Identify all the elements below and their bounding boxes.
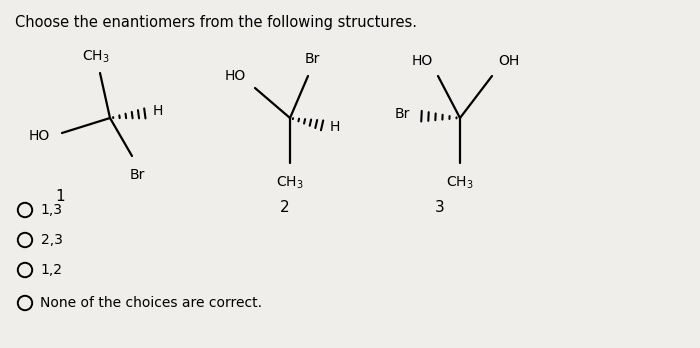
Text: 3: 3	[435, 200, 445, 215]
Text: None of the choices are correct.: None of the choices are correct.	[41, 296, 262, 310]
Text: Choose the enantiomers from the following structures.: Choose the enantiomers from the followin…	[15, 15, 417, 30]
Text: HO: HO	[412, 54, 433, 68]
Text: CH$_3$: CH$_3$	[276, 175, 304, 191]
Text: CH$_3$: CH$_3$	[446, 175, 474, 191]
Text: 1,3: 1,3	[41, 203, 62, 217]
Text: Br: Br	[304, 52, 320, 66]
Text: 2: 2	[280, 200, 290, 215]
Text: H: H	[330, 120, 340, 134]
Text: Br: Br	[130, 168, 145, 182]
Text: HO: HO	[29, 129, 50, 143]
Text: 1,2: 1,2	[41, 263, 62, 277]
Text: H: H	[153, 104, 163, 118]
Text: Br: Br	[395, 107, 410, 121]
Text: HO: HO	[225, 69, 246, 83]
Text: OH: OH	[498, 54, 519, 68]
Text: CH$_3$: CH$_3$	[82, 49, 110, 65]
Text: 2,3: 2,3	[41, 233, 62, 247]
Text: 1: 1	[55, 189, 65, 204]
